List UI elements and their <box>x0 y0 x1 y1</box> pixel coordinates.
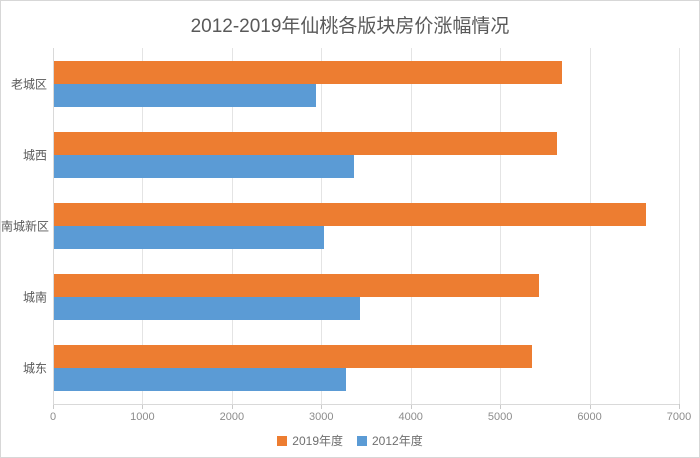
axis-tick <box>321 404 323 409</box>
x-tick-label: 3000 <box>309 411 334 423</box>
bar-2012年度 <box>54 226 325 249</box>
legend-item-2019年度: 2019年度 <box>277 432 343 449</box>
gridline <box>410 48 412 404</box>
bar-2012年度 <box>54 368 346 392</box>
bar-2019年度 <box>54 203 647 226</box>
legend-swatch-2012年度 <box>357 435 367 446</box>
value-axis-zero-line <box>53 48 54 404</box>
bar-2012年度 <box>54 154 355 178</box>
category-label: 南城新区 <box>1 219 50 234</box>
legend: 2019年度 2012年度 <box>1 432 699 449</box>
x-tick-label: 1000 <box>130 411 155 423</box>
axis-tick <box>410 404 412 409</box>
legend-item-2012年度: 2012年度 <box>357 432 423 449</box>
axis-tick <box>679 404 680 409</box>
x-tick-label: 7000 <box>666 411 692 423</box>
x-tick-label: 6000 <box>577 411 602 423</box>
bar-2019年度 <box>54 345 532 369</box>
axis-tick <box>500 404 502 409</box>
axis-tick <box>589 404 591 409</box>
legend-label: 2019年度 <box>292 434 343 448</box>
axis-tick <box>231 404 233 409</box>
axis-tick <box>142 404 144 409</box>
category-label: 老城区 <box>10 77 47 92</box>
x-tick-label: 4000 <box>398 411 423 423</box>
chart-title: 2012-2019年仙桃各版块房价涨幅情况 <box>190 16 510 37</box>
bar-2012年度 <box>54 83 317 107</box>
category-axis-line <box>53 404 679 405</box>
bar-2019年度 <box>54 131 558 155</box>
legend-label: 2012年度 <box>372 434 423 448</box>
axis-tick <box>53 404 54 409</box>
category-label: 城东 <box>22 361 47 376</box>
category-label: 城南 <box>22 290 47 305</box>
gridline <box>500 48 502 404</box>
bar-2012年度 <box>54 297 360 321</box>
x-tick-label: 2000 <box>219 411 245 423</box>
legend-swatch-2019年度 <box>277 435 288 446</box>
gridline <box>589 48 591 404</box>
bar-2019年度 <box>54 274 539 298</box>
bar-2019年度 <box>54 60 562 84</box>
x-tick-label: 5000 <box>487 411 513 423</box>
category-label: 城西 <box>22 148 47 163</box>
gridline <box>679 48 680 404</box>
x-tick-label: 0 <box>49 411 57 423</box>
